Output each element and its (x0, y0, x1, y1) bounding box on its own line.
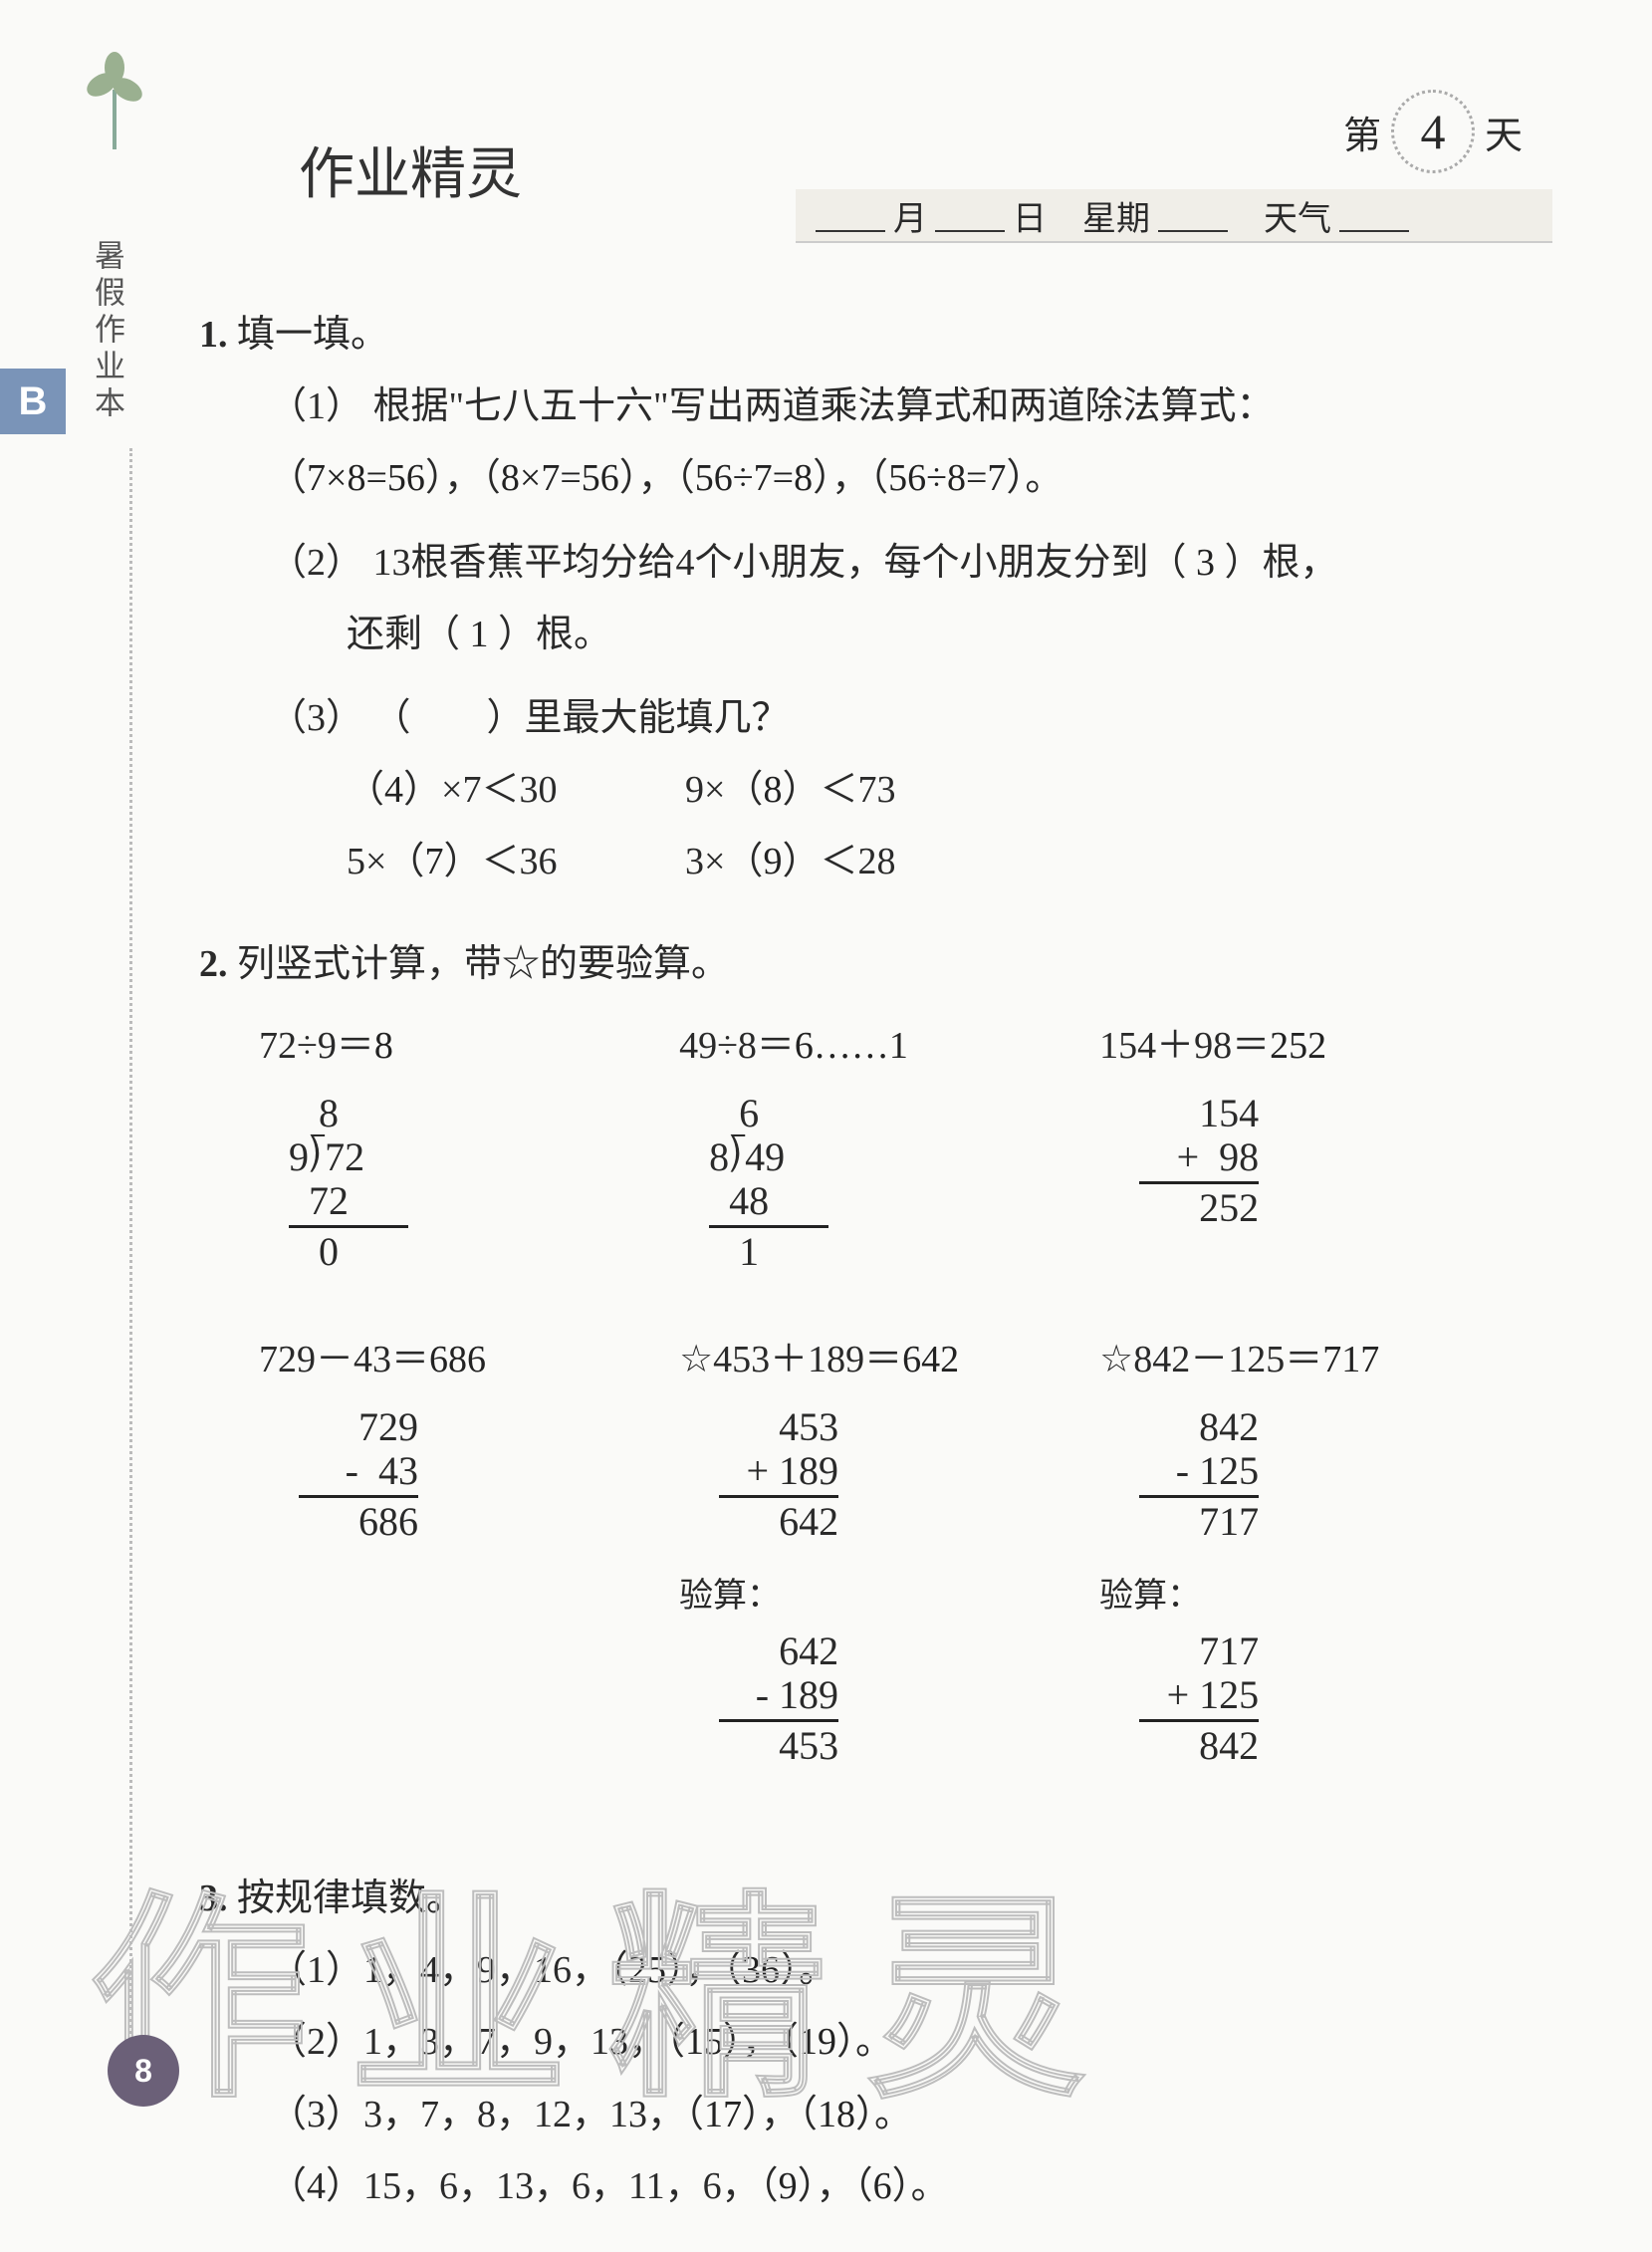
q1-sub2: （2） 13根香蕉平均分给4个小朋友，每个小朋友分到（ 3 ）根， 还剩（ 1 … (269, 527, 1533, 670)
q1-sub3-row: （4）×7＜309×（8）＜73 (269, 754, 1533, 826)
margin-dotted-line (129, 448, 132, 2087)
day-label: 日 (1013, 191, 1047, 240)
q1-number: 1. (199, 314, 228, 356)
q3-title: 按规律填数。 (237, 1877, 464, 1919)
q3-item: （1）1，4，9，16，（25），（36）。 (269, 1934, 1533, 2006)
question-3: 3. 按规律填数。 （1）1，4，9，16，（25），（36）。（2）1，3，7… (199, 1863, 1533, 2222)
q1-sub2-ans1: 3 (1196, 542, 1215, 584)
weather-blank[interactable] (1339, 198, 1409, 232)
q1-sub2-label: （2） (269, 542, 363, 584)
q1-sub2-ans2: 1 (470, 614, 489, 655)
q3-item: （3）3，7，8，12，13，（17），（18）。 (269, 2079, 1533, 2150)
q1-sub1-ans3: 56÷8=7 (888, 457, 1006, 499)
day-blank[interactable] (935, 198, 1005, 232)
calc-item: ☆453＋189＝642 453 + 189 642 验算： 642 - 189… (679, 1324, 1099, 1783)
weather-label: 天气 (1264, 191, 1331, 240)
day-prefix: 第 (1343, 105, 1381, 159)
question-1: 1. 填一填。 （1） 根据"七八五十六"写出两道乘法算式和两道除法算式： （7… (199, 299, 1533, 898)
q1-sub1-text: 根据"七八五十六"写出两道乘法算式和两道除法算式： (373, 385, 1275, 427)
q1-sub3: （3） （ ）里最大能填几？ （4）×7＜309×（8）＜735×（7）＜363… (269, 682, 1533, 898)
workbook-page: 暑假作业本 B 第 4 天 月 日 星期 天气 作业精灵 1. 填一填。 （1）… (0, 0, 1652, 2166)
day-number: 4 (1391, 90, 1475, 173)
q3-number: 3. (199, 1877, 228, 1919)
month-label: 月 (893, 191, 927, 240)
q2-grid: 72÷9＝8 8 9⟌72 72 0 49÷8＝6……1 6 8⟌49 48 1… (259, 1010, 1533, 1833)
calc-item: 49÷8＝6……1 6 8⟌49 48 1 (679, 1010, 1099, 1274)
q1-sub1-label: （1） (269, 385, 363, 427)
handwriting-title: 作业精灵 (299, 129, 522, 210)
calc-item: 729－43＝686 729 - 43 686 (259, 1324, 679, 1783)
q1-sub2-text-a: 13根香蕉平均分给4个小朋友，每个小朋友分到（ (373, 542, 1187, 584)
q1-sub1-ans0: 7×8=56 (307, 457, 425, 499)
q1-sub3-label: （3） (269, 697, 363, 739)
book-title-vertical: 暑假作业本 (85, 239, 129, 423)
q1-sub2-text-b: ）根， (1225, 542, 1338, 584)
q1-sub3-text: （ ）里最大能填几？ (373, 697, 790, 739)
q3-item: （2）1，3，7，9，13，（15），（19）。 (269, 2006, 1533, 2078)
day-badge: 第 4 天 (1343, 90, 1523, 173)
weekday-blank[interactable] (1158, 198, 1228, 232)
leaf-icon (70, 40, 159, 159)
q1-title: 填一填。 (237, 314, 388, 356)
q1-sub1-ans1: 8×7=56 (501, 457, 619, 499)
q2-number: 2. (199, 943, 228, 985)
q3-item: （4）15，6，13，6，11，6，（9），（6）。 (269, 2150, 1533, 2222)
calc-item: ☆842－125＝717 842 - 125 717 验算： 717 + 125… (1099, 1324, 1520, 1783)
q1-sub2-text-d: ）根。 (498, 614, 611, 655)
page-number-badge: 8 (108, 2035, 179, 2107)
q1-sub1-ans2: 56÷7=8 (695, 457, 813, 499)
q1-sub3-row: 5×（7）＜363×（9）＜28 (269, 826, 1533, 897)
calc-item: 154＋98＝252 154 + 98 252 (1099, 1010, 1520, 1274)
q1-sub2-text-c: 还剩（ (347, 614, 460, 655)
q1-sub1: （1） 根据"七八五十六"写出两道乘法算式和两道除法算式： （7×8=56），（… (269, 371, 1533, 514)
date-bar: 月 日 星期 天气 (796, 189, 1552, 243)
month-blank[interactable] (816, 198, 885, 232)
weekday-label: 星期 (1082, 191, 1150, 240)
section-tab: B (0, 369, 66, 434)
day-suffix: 天 (1485, 105, 1523, 159)
calc-item: 72÷9＝8 8 9⟌72 72 0 (259, 1010, 679, 1274)
q2-title: 列竖式计算，带☆的要验算。 (237, 943, 729, 985)
question-2: 2. 列竖式计算，带☆的要验算。 72÷9＝8 8 9⟌72 72 0 49÷8… (199, 928, 1533, 1834)
content-area: 1. 填一填。 （1） 根据"七八五十六"写出两道乘法算式和两道除法算式： （7… (199, 299, 1533, 2252)
